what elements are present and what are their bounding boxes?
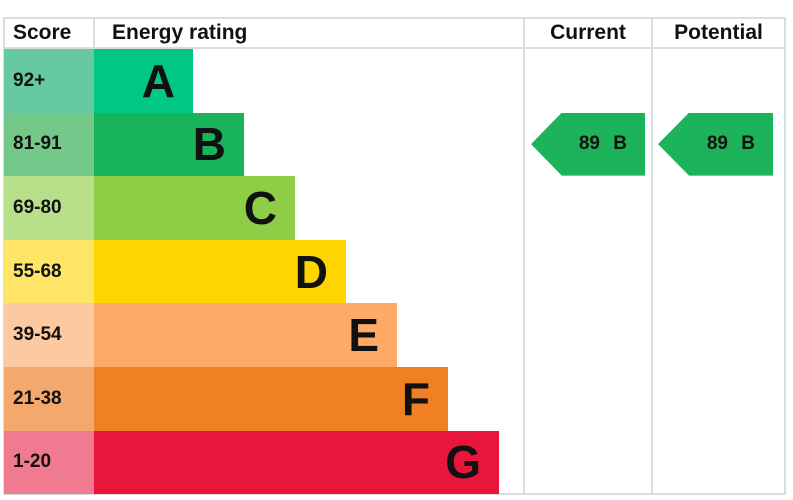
current-rating-label: 89 B (578, 133, 627, 155)
score-cell-a: 92+ (4, 49, 94, 113)
rating-bar-g: G (94, 430, 499, 495)
rating-letter: C (243, 181, 277, 234)
potential-rating-label: 89 B (706, 133, 755, 155)
score-cell-f: 21-38 (4, 367, 94, 431)
score-cell-d: 55-68 (4, 239, 94, 304)
potential-left-divider (651, 17, 653, 495)
current-left-divider (523, 17, 525, 495)
score-cell-b: 81-91 (4, 112, 94, 177)
potential-rating-arrow: 89 B (658, 112, 773, 176)
rating-letter: E (348, 309, 379, 362)
energy-rating-header: Energy rating (112, 21, 248, 44)
rating-letter: G (445, 436, 481, 489)
rating-bar-f: F (94, 367, 448, 431)
potential-header: Potential (674, 21, 763, 44)
score-header: Score (13, 21, 72, 44)
score-cell-e: 39-54 (4, 303, 94, 367)
score-divider (93, 17, 95, 48)
rating-letter: D (294, 245, 328, 298)
rating-bar-d: D (94, 239, 346, 304)
right-border (784, 17, 786, 495)
current-rating-arrow: 89 B (531, 112, 645, 176)
rating-bar-e: E (94, 303, 397, 367)
rating-bar-c: C (94, 176, 295, 240)
current-header: Current (550, 21, 626, 44)
rating-letter: F (401, 372, 430, 425)
score-cell-c: 69-80 (4, 176, 94, 240)
score-cell-g: 1-20 (4, 430, 94, 495)
header-divider (4, 47, 785, 49)
top-border (4, 17, 785, 19)
rating-bar-b: B (94, 112, 244, 177)
rating-letter: A (141, 54, 175, 107)
rating-bar-a: A (94, 49, 193, 113)
rating-letter: B (192, 118, 226, 171)
